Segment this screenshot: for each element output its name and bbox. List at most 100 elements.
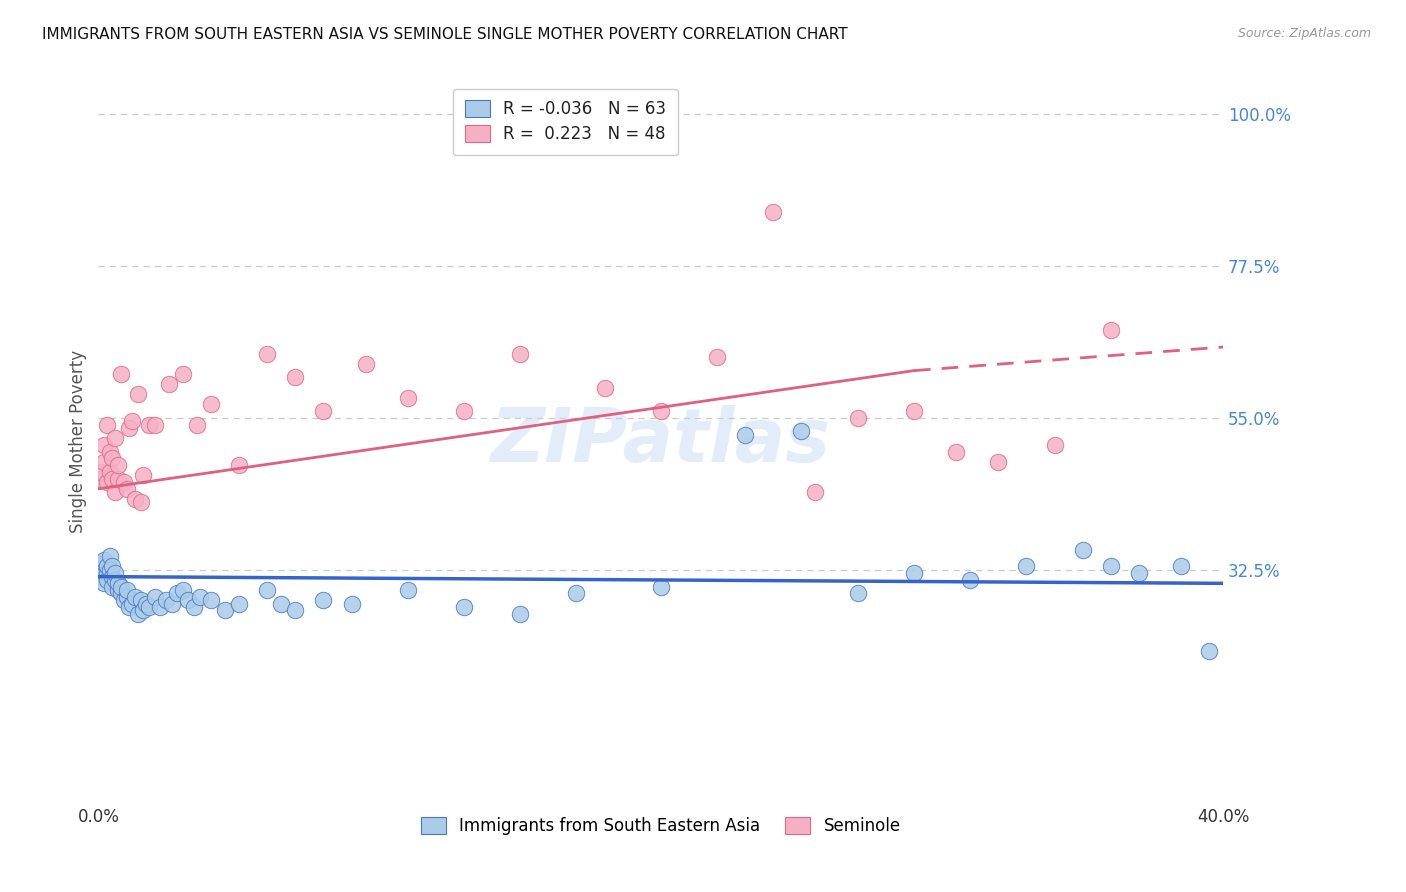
Point [93, 455, 115, 469]
Point [200, 593, 222, 607]
Point [112, 475, 135, 489]
Point [118, 421, 141, 435]
Point [138, 417, 160, 432]
Point [1043, 438, 1066, 452]
Point [93, 576, 115, 591]
Point [160, 597, 183, 611]
Point [96, 417, 118, 432]
Point [98, 444, 121, 458]
Point [143, 417, 166, 432]
Point [124, 590, 146, 604]
Point [846, 411, 869, 425]
Point [172, 367, 194, 381]
Point [107, 583, 129, 598]
Point [104, 431, 127, 445]
Point [107, 576, 129, 591]
Point [129, 593, 152, 607]
Point [312, 593, 335, 607]
Point [177, 593, 200, 607]
Point [90, 563, 112, 577]
Legend: Immigrants from South Eastern Asia, Seminole: Immigrants from South Eastern Asia, Semi… [408, 804, 914, 848]
Point [509, 347, 531, 361]
Point [101, 569, 124, 583]
Point [115, 482, 138, 496]
Point [135, 597, 157, 611]
Point [1099, 323, 1122, 337]
Point [104, 566, 127, 581]
Point [98, 549, 121, 564]
Point [790, 425, 813, 439]
Point [1015, 559, 1038, 574]
Point [96, 559, 118, 574]
Point [256, 583, 278, 598]
Point [200, 397, 222, 411]
Point [121, 597, 143, 611]
Point [762, 205, 785, 219]
Point [172, 583, 194, 598]
Point [284, 603, 307, 617]
Point [650, 404, 672, 418]
Point [650, 580, 672, 594]
Point [90, 569, 112, 583]
Point [157, 377, 180, 392]
Point [396, 391, 419, 405]
Text: ZIPatlas: ZIPatlas [491, 405, 831, 478]
Point [186, 417, 208, 432]
Point [903, 566, 925, 581]
Text: IMMIGRANTS FROM SOUTH EASTERN ASIA VS SEMINOLE SINGLE MOTHER POVERTY CORRELATION: IMMIGRANTS FROM SOUTH EASTERN ASIA VS SE… [42, 27, 848, 42]
Y-axis label: Single Mother Poverty: Single Mother Poverty [69, 350, 87, 533]
Point [706, 350, 728, 364]
Point [101, 472, 124, 486]
Point [110, 367, 132, 381]
Point [112, 593, 135, 607]
Point [903, 404, 925, 418]
Point [143, 590, 166, 604]
Point [354, 357, 377, 371]
Point [284, 370, 307, 384]
Point [453, 404, 475, 418]
Point [98, 563, 121, 577]
Point [101, 580, 124, 594]
Point [132, 468, 155, 483]
Point [340, 597, 363, 611]
Point [129, 495, 152, 509]
Point [127, 387, 149, 401]
Point [1128, 566, 1150, 581]
Point [107, 458, 129, 472]
Point [104, 573, 127, 587]
Point [1170, 559, 1192, 574]
Point [593, 380, 616, 394]
Point [115, 583, 138, 598]
Point [228, 597, 250, 611]
Text: Source: ZipAtlas.com: Source: ZipAtlas.com [1237, 27, 1371, 40]
Point [98, 465, 121, 479]
Point [90, 465, 112, 479]
Point [1099, 559, 1122, 574]
Point [96, 573, 118, 587]
Point [987, 455, 1010, 469]
Point [166, 586, 188, 600]
Point [124, 491, 146, 506]
Point [155, 593, 177, 607]
Point [118, 599, 141, 614]
Point [104, 485, 127, 500]
Point [945, 444, 967, 458]
Point [959, 573, 981, 587]
Point [110, 586, 132, 600]
Point [1071, 542, 1094, 557]
Point [93, 438, 115, 452]
Point [188, 590, 211, 604]
Point [734, 427, 756, 442]
Point [115, 590, 138, 604]
Point [453, 599, 475, 614]
Point [101, 451, 124, 466]
Point [132, 603, 155, 617]
Point [183, 599, 205, 614]
Point [509, 607, 531, 621]
Point [127, 607, 149, 621]
Point [93, 556, 115, 570]
Point [256, 347, 278, 361]
Point [90, 472, 112, 486]
Point [846, 586, 869, 600]
Point [149, 599, 172, 614]
